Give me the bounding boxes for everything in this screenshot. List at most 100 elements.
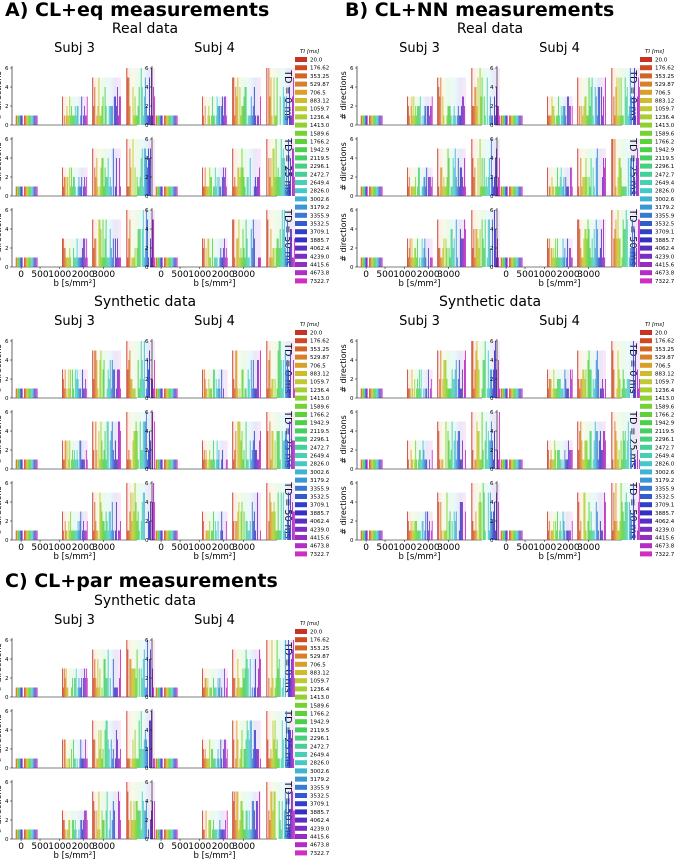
bar [129,106,131,125]
bar-background [271,139,273,196]
bar [69,248,71,267]
bar [202,238,203,267]
bar-background [233,350,235,398]
bar-background [486,210,488,267]
legend-swatch [295,171,307,177]
legend-swatch [295,237,307,243]
bar-background [635,68,636,125]
bar-background [139,483,141,540]
bar [95,238,97,267]
legend-swatch [295,270,307,276]
bar [294,511,296,540]
bar-background [223,96,224,125]
bar [491,219,493,267]
y-tick-label: 4 [5,358,9,364]
y-tick-label: 4 [490,156,494,162]
bar [133,511,135,540]
bar-background [499,210,501,267]
bar [282,360,284,398]
bar-background [267,483,269,540]
bar-background [583,148,585,196]
legend-swatch [295,371,307,376]
bar-background [548,167,550,196]
bar [424,238,426,267]
bar-background [277,68,279,125]
bar [102,521,104,540]
bar-background [221,440,223,469]
bar [276,431,278,469]
bar-background [290,412,291,469]
bar-background [449,77,451,125]
bar [243,511,245,540]
legend-swatch [295,412,307,417]
bar [278,341,280,398]
bar-background [95,492,97,540]
bar-background [152,68,154,125]
bar [213,459,215,469]
bar-background [108,350,110,398]
bar [116,238,118,267]
bar-background [106,350,108,398]
bar [100,350,102,398]
bar [464,219,465,267]
bar [239,388,241,398]
bar [107,421,109,469]
bar [463,96,464,125]
bar [209,388,211,398]
bar [213,186,215,196]
bar [238,421,240,469]
bar [233,77,235,125]
bar [239,257,241,267]
bar [556,115,557,125]
y-axis-label: # directions [0,71,3,119]
bar-background [68,238,70,267]
bar [118,115,119,125]
legend-entry: 883.12 [310,372,329,378]
bar-background [274,341,276,398]
bar [484,115,486,125]
bar-background [210,511,212,540]
bar [127,530,129,540]
legend-entry: 3355.9 [310,486,330,492]
bar [249,521,251,540]
bar-background [135,139,137,196]
bar [137,106,139,125]
bar-background [130,341,132,398]
bar-background [130,68,132,125]
bar [66,177,68,196]
bar [126,483,128,540]
bar-background [259,350,260,398]
bar [74,186,76,196]
bar [292,440,293,469]
bar-background [274,68,276,125]
bar [232,219,234,267]
bar-background [209,238,211,267]
legend-swatch [295,245,307,251]
bar [417,186,418,196]
bar [414,248,416,267]
bar [278,177,280,196]
bar [104,530,106,540]
bar-background [213,167,215,196]
bar-background [213,511,215,540]
bar-background [72,167,73,196]
bar-background [104,350,106,398]
bar [204,167,206,196]
bar [218,379,220,398]
bar-background [104,492,106,540]
bar-background [498,68,500,125]
bar [73,177,74,196]
bar [225,521,227,540]
bar-background [571,167,573,196]
bar [269,492,271,540]
bar [583,177,585,196]
x-tick-label: 500 [31,543,48,553]
bar [118,257,119,267]
bar [62,440,63,469]
bar-background [211,440,213,469]
bar [142,210,144,267]
bar [99,115,101,125]
bar-background [84,440,85,469]
